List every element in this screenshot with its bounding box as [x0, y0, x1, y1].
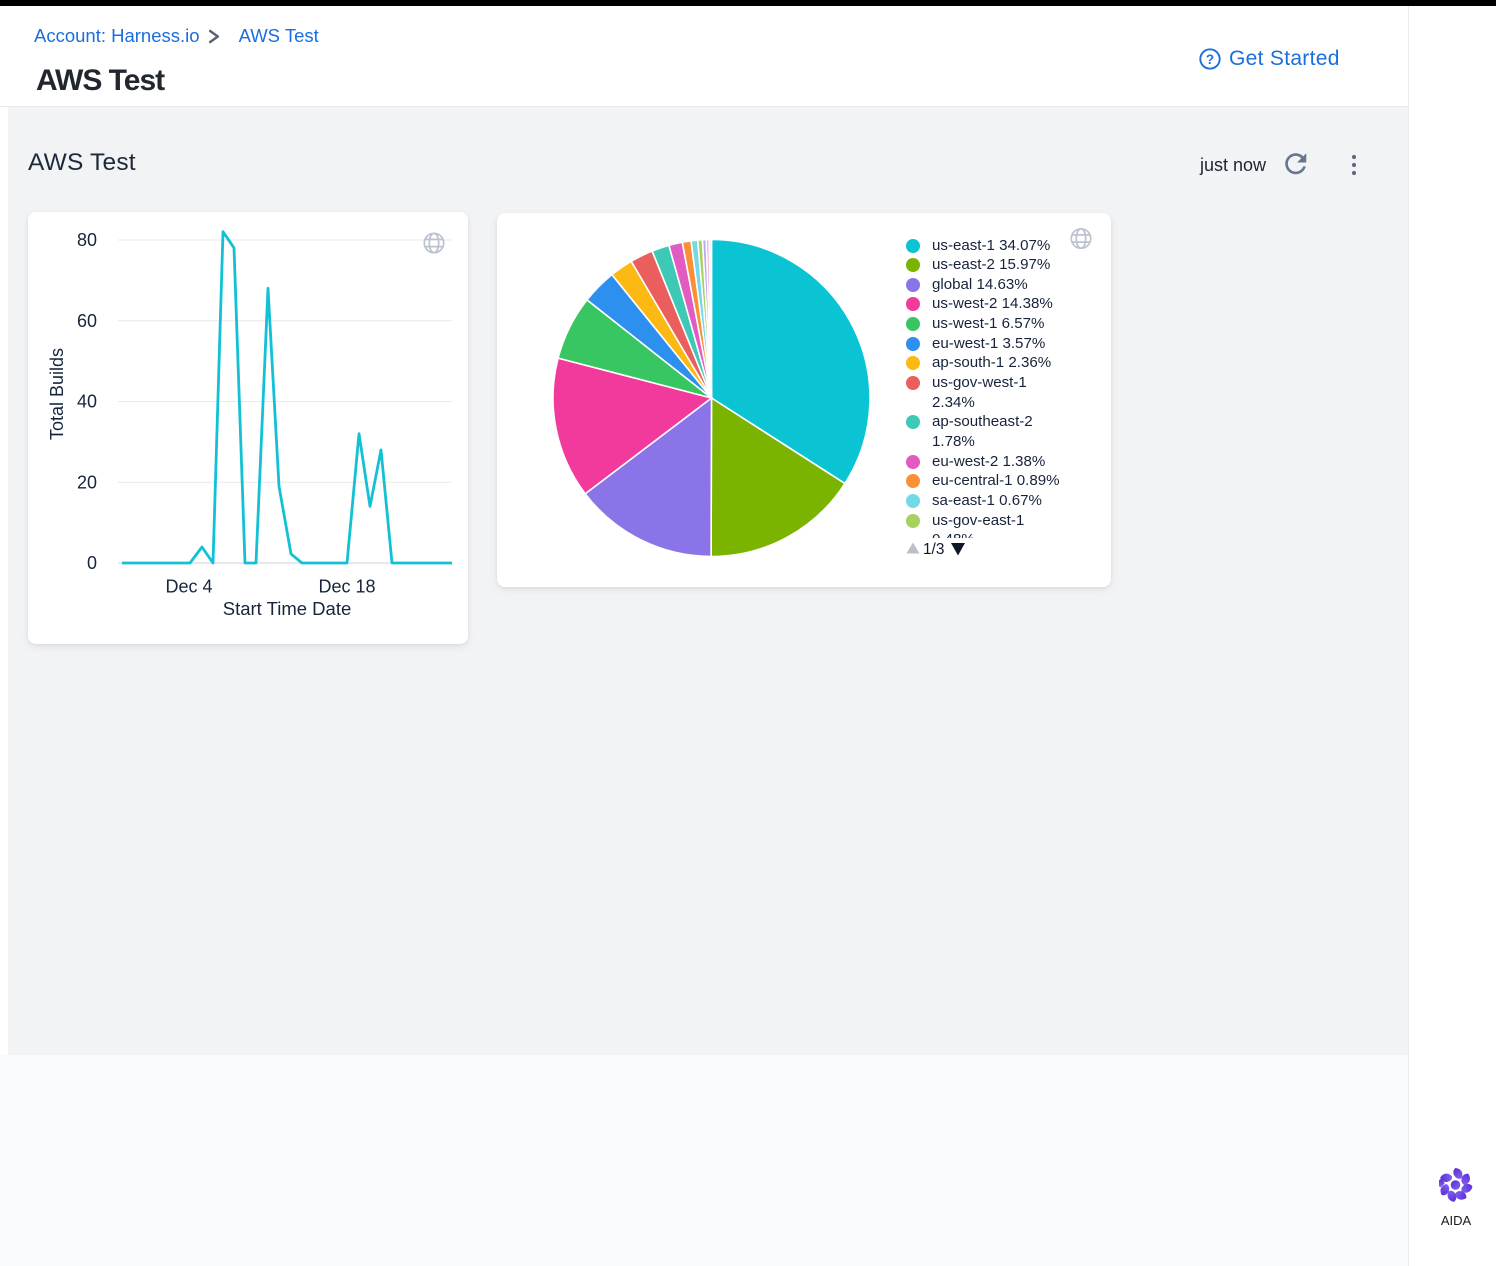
svg-text:Total Builds: Total Builds: [47, 348, 67, 440]
svg-text:60: 60: [77, 311, 97, 331]
svg-text:Start Time Date: Start Time Date: [223, 598, 352, 619]
svg-text:Dec 18: Dec 18: [318, 577, 375, 597]
svg-text:Dec 4: Dec 4: [165, 577, 212, 597]
svg-text:0: 0: [87, 553, 97, 573]
svg-text:?: ?: [1206, 52, 1214, 67]
svg-text:20: 20: [77, 472, 97, 492]
svg-text:1/3: 1/3: [923, 541, 944, 558]
svg-text:40: 40: [77, 392, 97, 412]
svg-text:80: 80: [77, 230, 97, 250]
